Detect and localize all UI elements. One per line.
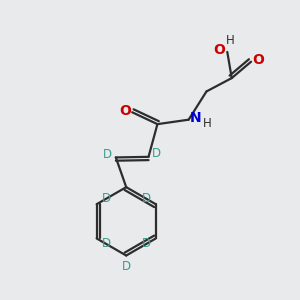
Text: D: D [102,237,111,250]
Text: H: H [203,117,212,130]
Text: D: D [122,260,131,273]
Text: O: O [252,53,264,67]
Text: D: D [142,237,151,250]
Text: H: H [226,34,235,46]
Text: D: D [142,192,151,206]
Text: D: D [103,148,112,161]
Text: D: D [152,147,161,161]
Text: O: O [213,44,225,57]
Text: O: O [120,104,132,118]
Text: D: D [102,192,111,206]
Text: N: N [189,111,201,125]
